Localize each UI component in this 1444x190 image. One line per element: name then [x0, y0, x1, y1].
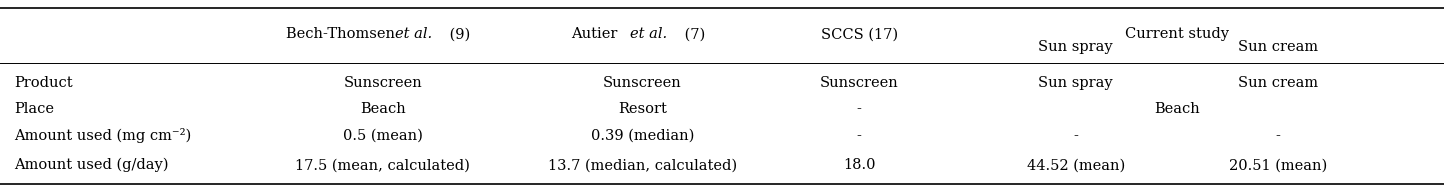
Text: Sunscreen: Sunscreen — [344, 76, 422, 90]
Text: Sunscreen: Sunscreen — [604, 76, 682, 90]
Text: Sun spray: Sun spray — [1038, 40, 1113, 54]
Text: Sunscreen: Sunscreen — [820, 76, 898, 90]
Text: -: - — [856, 129, 862, 143]
Text: Beach: Beach — [1154, 102, 1200, 116]
Text: Sun cream: Sun cream — [1238, 40, 1318, 54]
Text: -: - — [1275, 129, 1281, 143]
Text: -: - — [856, 102, 862, 116]
Text: et al.: et al. — [630, 27, 667, 41]
Text: Autier: Autier — [572, 27, 622, 41]
Text: -: - — [1073, 129, 1079, 143]
Text: SCCS (17): SCCS (17) — [820, 27, 898, 41]
Text: Beach: Beach — [360, 102, 406, 116]
Text: 0.5 (mean): 0.5 (mean) — [342, 129, 423, 143]
Text: Bech-Thomsen: Bech-Thomsen — [286, 27, 400, 41]
Text: Place: Place — [14, 102, 55, 116]
Text: (7): (7) — [680, 27, 706, 41]
Text: 18.0: 18.0 — [843, 158, 875, 172]
Text: (9): (9) — [446, 27, 471, 41]
Text: 17.5 (mean, calculated): 17.5 (mean, calculated) — [295, 158, 471, 172]
Text: Amount used (g/day): Amount used (g/day) — [14, 158, 169, 173]
Text: Amount used (mg cm⁻²): Amount used (mg cm⁻²) — [14, 128, 192, 143]
Text: Current study: Current study — [1125, 27, 1229, 41]
Text: Product: Product — [14, 76, 74, 90]
Text: 0.39 (median): 0.39 (median) — [591, 129, 695, 143]
Text: 20.51 (mean): 20.51 (mean) — [1229, 158, 1327, 172]
Text: 44.52 (mean): 44.52 (mean) — [1027, 158, 1125, 172]
Text: Resort: Resort — [618, 102, 667, 116]
Text: 13.7 (median, calculated): 13.7 (median, calculated) — [549, 158, 736, 172]
Text: et al.: et al. — [396, 27, 432, 41]
Text: Sun cream: Sun cream — [1238, 76, 1318, 90]
Text: Sun spray: Sun spray — [1038, 76, 1113, 90]
